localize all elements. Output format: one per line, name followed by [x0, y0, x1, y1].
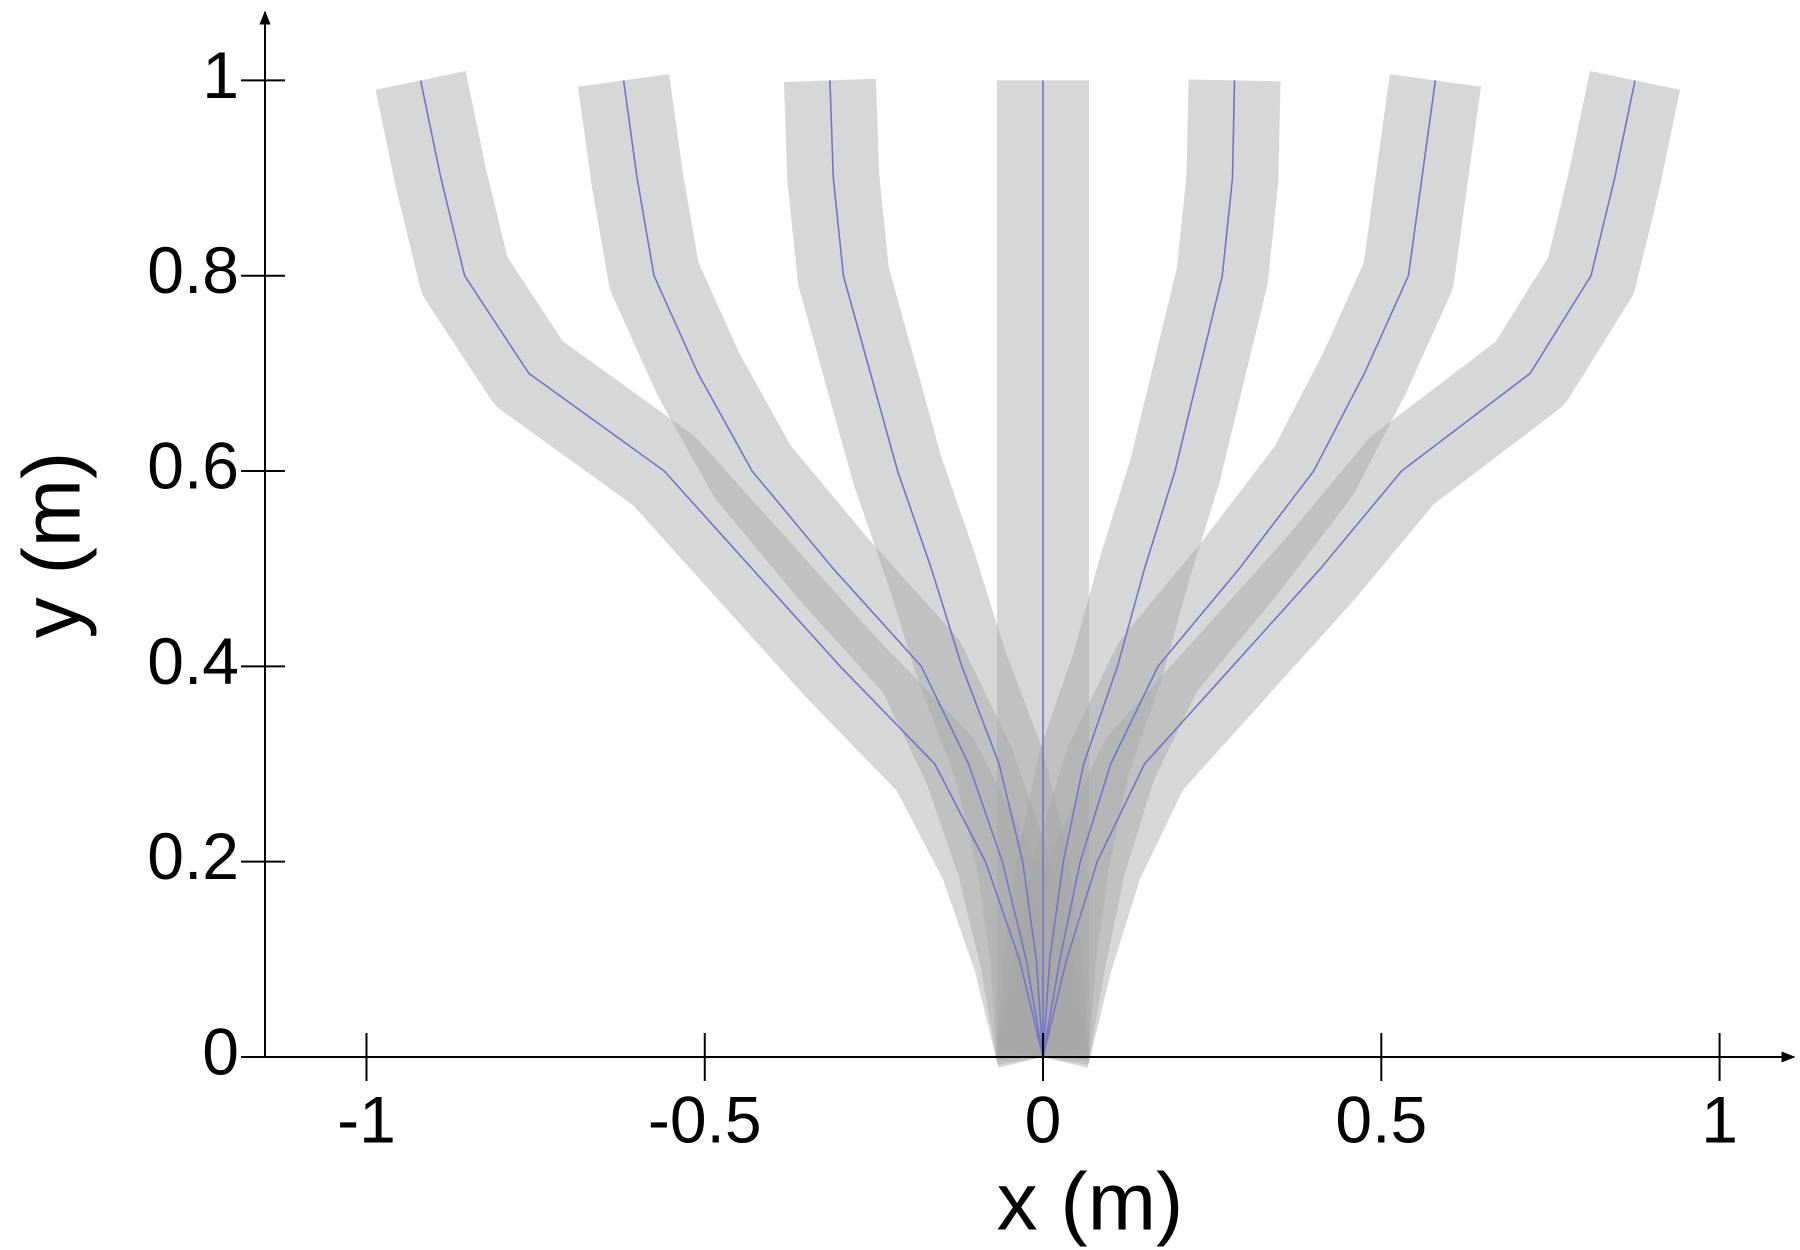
y-tick-label: 1 — [202, 38, 239, 112]
trajectory — [1042, 80, 1636, 1058]
y-tick-label: 0.6 — [147, 428, 239, 502]
trajectory — [1042, 80, 1236, 1058]
x-tick-label: 0.5 — [1335, 1082, 1427, 1156]
trajectory — [1042, 80, 1437, 1058]
y-tick-label: 0 — [202, 1014, 239, 1088]
x-axis-label: x (m) — [997, 1157, 1184, 1248]
x-tick-label: -1 — [337, 1082, 396, 1156]
lines — [419, 80, 1636, 1058]
x-tick-label: -0.5 — [648, 1082, 762, 1156]
x-tick-label: 0 — [1025, 1082, 1062, 1156]
bands — [375, 71, 1681, 1068]
y-tick-label: 0.2 — [147, 819, 239, 893]
trajectory — [829, 80, 1044, 1058]
y-tick-label: 0.4 — [147, 624, 239, 698]
x-tick-label: 1 — [1701, 1082, 1738, 1156]
trajectory — [419, 80, 1044, 1058]
y-axis-label: y (m) — [7, 452, 98, 639]
trajectory — [622, 80, 1044, 1058]
y-tick-label: 0.8 — [147, 233, 239, 307]
